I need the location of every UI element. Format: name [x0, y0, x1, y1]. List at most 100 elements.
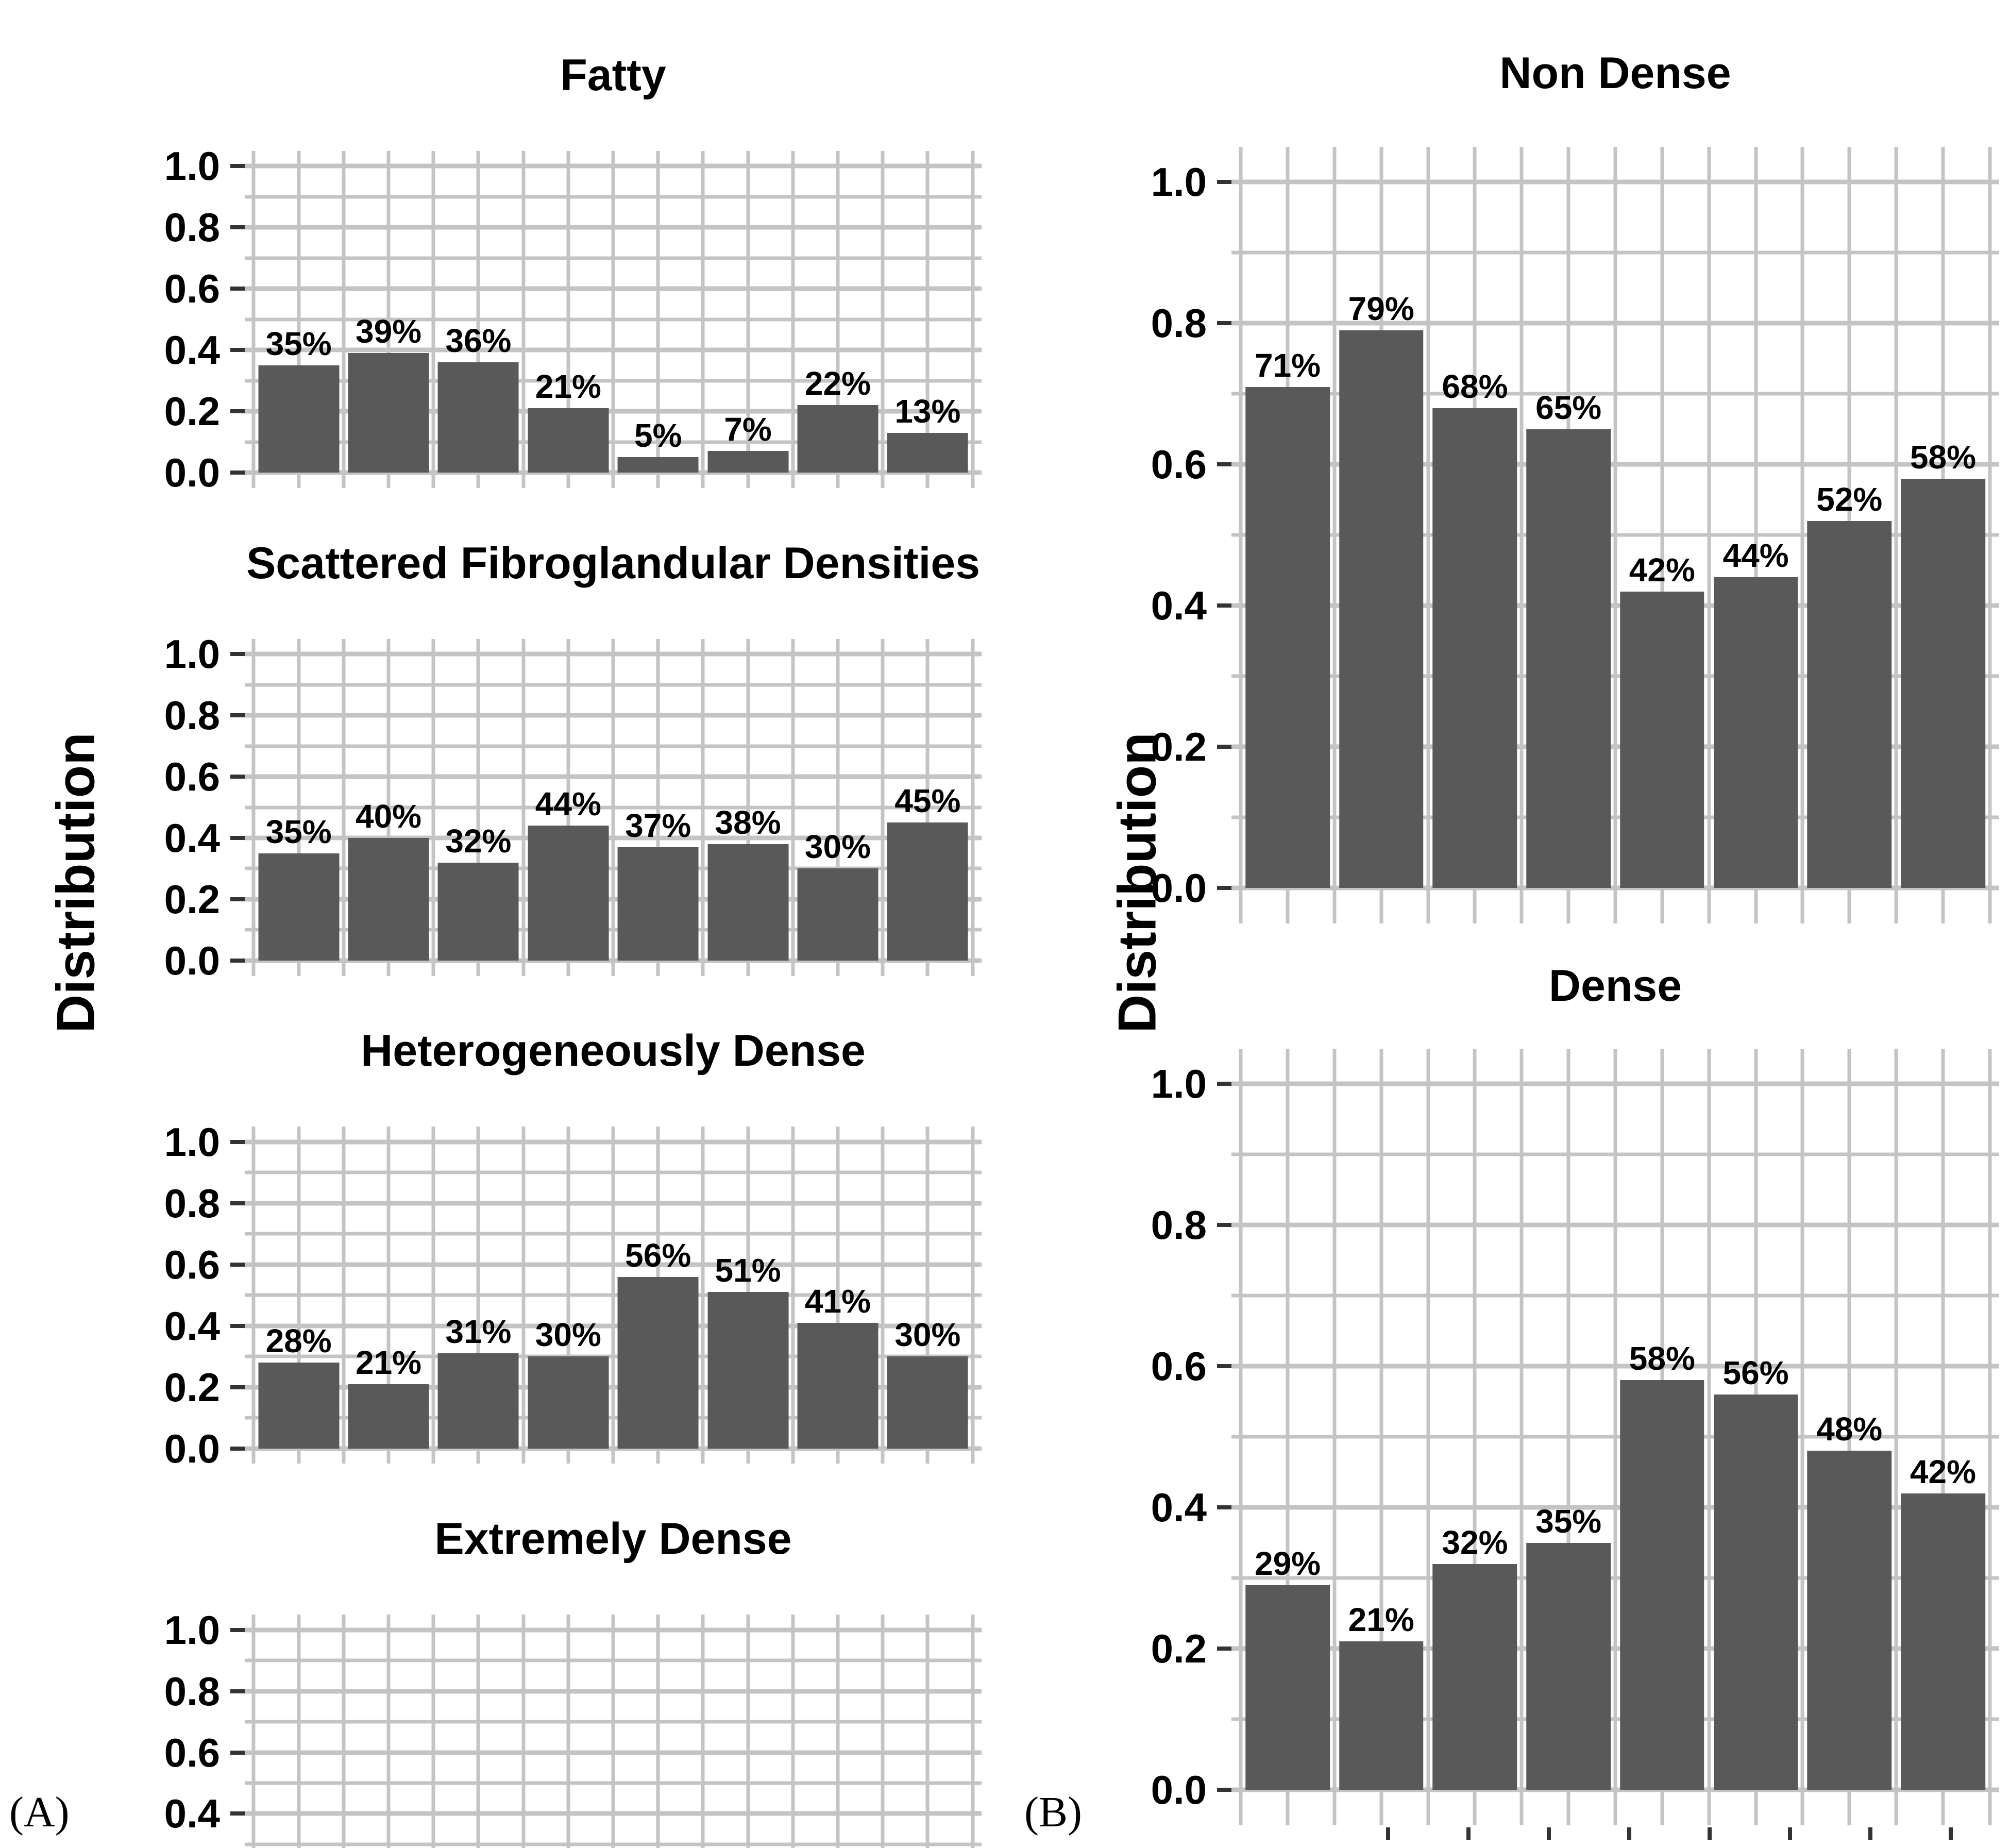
bar-D — [528, 826, 609, 961]
bar-B — [348, 1384, 429, 1449]
bar-F — [707, 451, 789, 473]
gridline-horizontal — [1231, 603, 1999, 608]
bar-F — [707, 1292, 789, 1449]
gridline-horizontal — [245, 470, 982, 475]
x-tick-mark — [1708, 1827, 1712, 1840]
plot-area: 28% 21% 31% 30% 56% 51% 41% 30% — [245, 1127, 982, 1464]
gridline-horizontal — [245, 744, 982, 748]
y-tick-mark — [230, 1689, 245, 1693]
bar-value-label: 21% — [355, 1343, 422, 1381]
gridline-horizontal — [245, 409, 982, 414]
bar-C — [1432, 408, 1517, 888]
y-tick-mark — [230, 1627, 245, 1632]
panel-a: Distribution Fatty 1.0 0.8 0.6 0.4 0.2 0.0 35… — [9, 37, 1005, 1848]
bar-value-label: 39% — [355, 313, 422, 350]
y-tick-mark — [1217, 603, 1231, 608]
y-tick-mark — [230, 652, 245, 657]
y-tick-mark — [1217, 886, 1231, 891]
bar-value-label: 30% — [894, 1316, 961, 1354]
bar-value-label: 29% — [1254, 1544, 1321, 1582]
bar-B — [1339, 1641, 1424, 1790]
bar-value-label: 21% — [1348, 1601, 1414, 1639]
bar-value-label: 36% — [445, 322, 512, 359]
gridline-horizontal — [1231, 1152, 1999, 1156]
gridline-horizontal — [245, 1750, 982, 1755]
chart-title: Heterogeneously Dense — [361, 1026, 866, 1076]
gridline-horizontal — [245, 1658, 982, 1662]
y-tick-mark — [1217, 1223, 1231, 1227]
x-tick-mark — [1546, 1827, 1551, 1840]
y-tick-mark — [1217, 1788, 1231, 1792]
gridline-horizontal — [245, 286, 982, 291]
gridline-horizontal — [245, 195, 982, 199]
bar-value-label: 35% — [265, 813, 332, 850]
bar-V — [887, 432, 968, 473]
plot-area: 2%0%2%5%2%4%7%12% — [245, 1615, 982, 1848]
gridline-horizontal — [245, 1446, 982, 1451]
gridline-vertical — [476, 1615, 480, 1848]
gridline-horizontal — [245, 1720, 982, 1724]
gridline-vertical — [746, 1615, 750, 1848]
gridline-horizontal — [245, 1232, 982, 1236]
bar-value-label: 40% — [355, 797, 422, 835]
bar-C — [437, 1353, 519, 1449]
x-category-label-c: C — [1533, 1845, 1565, 1848]
gridline-horizontal — [1231, 250, 1999, 255]
gridline-horizontal — [1231, 885, 1999, 891]
chart-extremely-dense: Extremely Dense 1.00.80.60.40.20.0 2%0%2… — [124, 1501, 1005, 1848]
bar-value-label: 35% — [265, 325, 332, 362]
chart-title: Extremely Dense — [434, 1514, 792, 1564]
bar-value-label: 32% — [445, 822, 512, 860]
y-tick-mark — [230, 1323, 245, 1328]
y-tick-label: 0.6 — [164, 266, 220, 312]
gridline-vertical — [881, 1615, 885, 1848]
chart-heterogeneously-dense: Heterogeneously Dense 1.0 0.8 0.6 0.4 0.2 0.0… — [124, 1013, 1005, 1469]
gridline-horizontal — [1231, 674, 1999, 678]
bar-value-label: 58% — [1629, 1340, 1695, 1377]
y-tick-mark — [1217, 1364, 1231, 1368]
bar-value-label: 56% — [625, 1236, 691, 1274]
gridline-vertical — [431, 1615, 435, 1848]
y-tick-label: 0.2 — [1151, 1626, 1207, 1671]
gridline-horizontal — [245, 1842, 982, 1846]
y-tick-mark — [230, 471, 245, 475]
chart-title: Fatty — [560, 50, 666, 100]
gridline-horizontal — [245, 1262, 982, 1267]
bar-D — [1526, 429, 1611, 888]
y-tick-label: 0.6 — [164, 1241, 220, 1287]
y-tick-mark — [230, 1750, 245, 1755]
gridline-horizontal — [1231, 1364, 1999, 1369]
gridline-horizontal — [1231, 1505, 1999, 1510]
gridline-vertical — [791, 1615, 795, 1848]
bar-F — [1713, 577, 1798, 888]
chart-title: Scattered Fibroglandular Densities — [246, 538, 981, 588]
y-axis-title: Distribution — [46, 732, 106, 1033]
y-tick-label: 0.4 — [1151, 583, 1207, 629]
bar-V — [887, 1356, 968, 1449]
gridline-vertical — [251, 1615, 256, 1848]
gridline-horizontal — [245, 1416, 982, 1420]
bar-B — [348, 353, 429, 473]
y-tick-mark — [1217, 462, 1231, 467]
y-tick-mark — [230, 958, 245, 963]
gridline-horizontal — [245, 440, 982, 444]
gridline-horizontal — [1231, 321, 1999, 326]
bar-value-label: 5% — [634, 417, 682, 455]
bar-A — [258, 853, 340, 961]
y-tick-label: 0.2 — [164, 876, 220, 922]
bar-value-label: 58% — [1910, 438, 1977, 476]
y-axis: 1.00.80.60.40.20.0 — [124, 1610, 245, 1848]
gridline-horizontal — [1231, 533, 1999, 537]
y-tick-label: 0.6 — [1151, 1343, 1207, 1389]
gridline-horizontal — [1231, 1293, 1999, 1298]
bar-A — [1245, 1585, 1330, 1790]
gridline-horizontal — [245, 683, 982, 687]
bar-value-label: 32% — [1442, 1523, 1508, 1561]
gridline-horizontal — [245, 774, 982, 779]
chart-fatty: Fatty 1.0 0.8 0.6 0.4 0.2 0.0 35% 39% 36% 21% 5% 7… — [124, 37, 1005, 493]
bar-value-label: 30% — [804, 828, 871, 866]
gridline-horizontal — [1231, 1576, 1999, 1580]
bar-G — [1807, 1451, 1892, 1790]
